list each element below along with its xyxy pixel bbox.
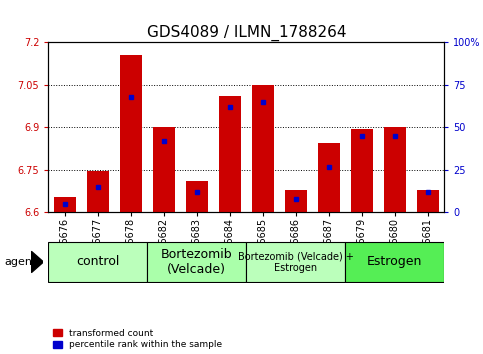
Bar [87, 171, 109, 212]
Bar [246, 241, 345, 282]
Bar [252, 85, 273, 212]
Text: Bortezomib (Velcade) +
Estrogen: Bortezomib (Velcade) + Estrogen [238, 251, 354, 273]
Bar [120, 55, 142, 212]
Text: agent: agent [5, 257, 37, 267]
Bar [345, 241, 444, 282]
Legend: transformed count, percentile rank within the sample: transformed count, percentile rank withi… [53, 329, 222, 349]
Text: control: control [76, 256, 119, 268]
Bar [384, 127, 406, 212]
Bar [147, 241, 246, 282]
Bar [186, 181, 208, 212]
Bar [54, 197, 75, 212]
Bar [417, 190, 439, 212]
Bar [318, 143, 340, 212]
Bar [219, 96, 241, 212]
Title: GDS4089 / ILMN_1788264: GDS4089 / ILMN_1788264 [146, 25, 346, 41]
Polygon shape [31, 251, 43, 273]
Text: Estrogen: Estrogen [367, 256, 423, 268]
Bar [48, 241, 147, 282]
Bar [351, 129, 372, 212]
Bar [285, 190, 307, 212]
Text: Bortezomib
(Velcade): Bortezomib (Velcade) [161, 248, 233, 276]
Bar [153, 127, 174, 212]
